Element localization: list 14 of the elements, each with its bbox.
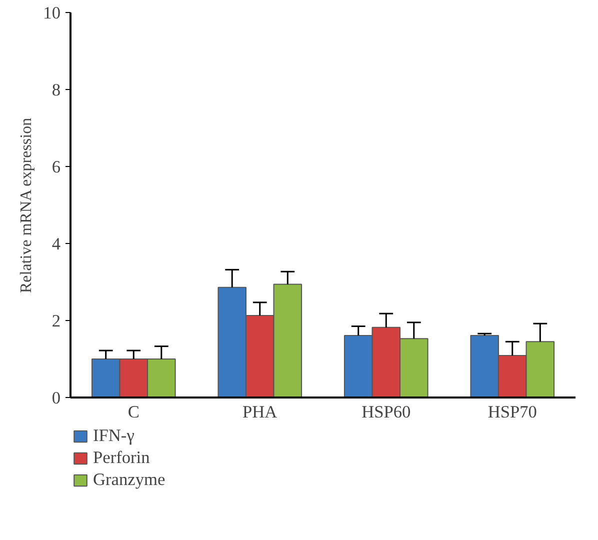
x-tick-label: PHA	[242, 402, 278, 422]
x-tick-label: HSP60	[362, 402, 411, 422]
x-tick-label: C	[128, 402, 140, 422]
y-axis-title: Relative mRNA expression	[18, 118, 36, 293]
legend-label: Granzyme	[93, 470, 166, 490]
y-tick-label: 4	[52, 234, 61, 254]
y-tick-label: 2	[52, 312, 61, 330]
y-tick-label: 10	[43, 4, 60, 22]
legend-label: IFN-γ	[93, 426, 134, 446]
legend-label: Perforin	[93, 448, 150, 468]
x-tick-label: HSP70	[488, 402, 537, 422]
y-tick-label: 0	[52, 388, 61, 408]
y-tick-label: 8	[52, 80, 61, 100]
y-tick-label: 6	[52, 158, 61, 176]
